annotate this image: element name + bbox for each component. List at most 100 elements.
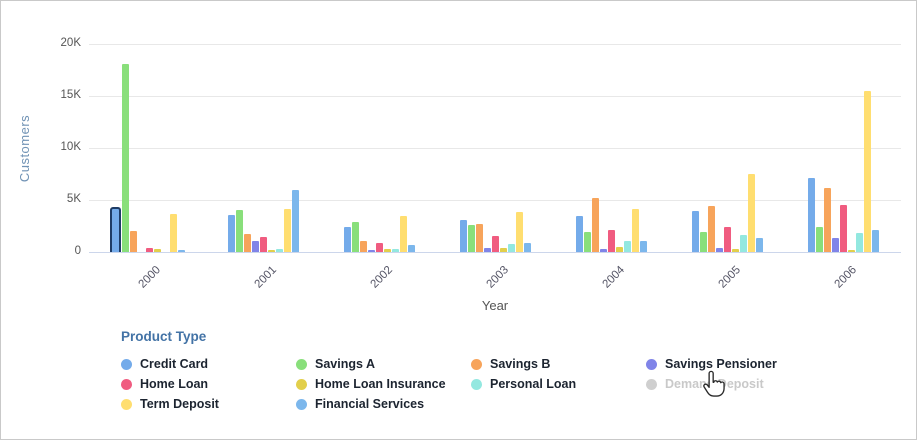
bar-personal-loan-2001[interactable]	[275, 249, 283, 252]
bar-savings-a-2001[interactable]	[235, 210, 243, 252]
legend-item-label: Financial Services	[315, 397, 425, 411]
mouse-cursor-icon	[703, 370, 725, 397]
bar-home-loan-insurance-2001[interactable]	[267, 250, 275, 252]
bar-group-2002	[321, 44, 437, 252]
bar-financial-services-2002[interactable]	[407, 245, 415, 252]
bar-savings-pensioner-2001[interactable]	[251, 241, 259, 252]
bar-savings-a-2004[interactable]	[583, 232, 591, 252]
bar-home-loan-insurance-2004[interactable]	[615, 247, 623, 252]
legend-title: Product Type	[121, 329, 207, 344]
legend-item-savings-a[interactable]: Savings A	[296, 354, 471, 374]
legend-swatch-personal-loan	[471, 378, 482, 390]
bar-term-deposit-2003[interactable]	[515, 212, 523, 252]
legend-item-term-deposit[interactable]: Term Deposit	[121, 394, 296, 414]
legend-item-savings-b[interactable]: Savings B	[471, 354, 646, 374]
bar-home-loan-2004[interactable]	[607, 230, 615, 252]
x-axis-line	[89, 252, 901, 253]
bar-credit-card-2005[interactable]	[691, 211, 699, 252]
bar-savings-b-2001[interactable]	[243, 234, 251, 252]
bar-credit-card-2001[interactable]	[227, 215, 235, 252]
bar-financial-services-2004[interactable]	[639, 241, 647, 252]
bar-savings-b-2003[interactable]	[475, 224, 483, 252]
bar-home-loan-2003[interactable]	[491, 236, 499, 252]
y-axis-tick-label: 20K	[60, 37, 81, 49]
bar-savings-pensioner-2006[interactable]	[831, 238, 839, 252]
legend-item-demand-deposit[interactable]: Demand Deposit	[646, 374, 831, 394]
bar-financial-services-2000[interactable]	[177, 250, 185, 252]
x-axis-tick-label: 2004	[600, 264, 628, 291]
bar-savings-b-2005[interactable]	[707, 206, 715, 252]
x-axis-tick-label: 2003	[484, 264, 512, 291]
bar-savings-a-2003[interactable]	[467, 225, 475, 252]
bar-term-deposit-2002[interactable]	[399, 216, 407, 252]
y-axis-title: Customers	[15, 44, 35, 252]
bar-savings-b-2004[interactable]	[591, 198, 599, 252]
bar-savings-a-2005[interactable]	[699, 232, 707, 252]
legend-item-personal-loan[interactable]: Personal Loan	[471, 374, 646, 394]
bar-personal-loan-2005[interactable]	[739, 235, 747, 252]
bar-home-loan-2006[interactable]	[839, 205, 847, 252]
bar-credit-card-2006[interactable]	[807, 178, 815, 252]
bar-personal-loan-2006[interactable]	[855, 233, 863, 252]
gridline	[89, 200, 901, 201]
bar-term-deposit-2001[interactable]	[283, 209, 291, 252]
y-axis-tick-label: 5K	[66, 193, 81, 205]
legend-swatch-financial-services	[296, 398, 307, 410]
x-axis-title: Year	[481, 298, 509, 313]
legend-item-credit-card[interactable]: Credit Card	[121, 354, 296, 374]
x-axis-tick-label: 2001	[252, 264, 280, 291]
bar-group-2003	[437, 44, 553, 252]
bar-home-loan-2002[interactable]	[375, 243, 383, 252]
bar-term-deposit-2000[interactable]	[169, 214, 177, 252]
bar-term-deposit-2006[interactable]	[863, 91, 871, 252]
legend-item-label: Home Loan	[140, 377, 209, 391]
bar-personal-loan-2002[interactable]	[391, 249, 399, 252]
bar-financial-services-2006[interactable]	[871, 230, 879, 252]
legend-item-label: Credit Card	[140, 357, 209, 371]
bar-home-loan-2001[interactable]	[259, 237, 267, 252]
bar-savings-pensioner-2002[interactable]	[367, 250, 375, 252]
y-axis-title-text: Customers	[17, 114, 33, 182]
legend-swatch-credit-card	[121, 358, 132, 370]
bar-savings-b-2006[interactable]	[823, 188, 831, 252]
bar-credit-card-2000[interactable]	[109, 207, 121, 252]
bar-financial-services-2003[interactable]	[523, 243, 531, 252]
bar-savings-b-2000[interactable]	[129, 231, 137, 252]
bar-credit-card-2002[interactable]	[343, 227, 351, 252]
bar-group-2006	[785, 44, 901, 252]
bar-group-2005	[669, 44, 785, 252]
bar-savings-a-2006[interactable]	[815, 227, 823, 252]
bar-home-loan-insurance-2000[interactable]	[153, 249, 161, 252]
legend-item-financial-services[interactable]: Financial Services	[296, 394, 471, 414]
legend-item-savings-pensioner[interactable]: Savings Pensioner	[646, 354, 831, 374]
bar-home-loan-2000[interactable]	[145, 248, 153, 252]
gridline	[89, 148, 901, 149]
x-axis-tick-label: 2002	[368, 264, 396, 291]
bar-credit-card-2004[interactable]	[575, 216, 583, 252]
bar-term-deposit-2004[interactable]	[631, 209, 639, 252]
gridline	[89, 96, 901, 97]
bar-home-loan-insurance-2005[interactable]	[731, 249, 739, 252]
legend-item-label: Savings A	[315, 357, 375, 371]
bar-credit-card-2003[interactable]	[459, 220, 467, 252]
bar-savings-b-2002[interactable]	[359, 241, 367, 252]
bar-term-deposit-2005[interactable]	[747, 174, 755, 252]
bar-group-2000	[89, 44, 205, 252]
bar-savings-a-2002[interactable]	[351, 222, 359, 252]
legend-item-home-loan[interactable]: Home Loan	[121, 374, 296, 394]
bar-home-loan-insurance-2006[interactable]	[847, 250, 855, 252]
bar-financial-services-2001[interactable]	[291, 190, 299, 252]
legend-item-home-loan-insurance[interactable]: Home Loan Insurance	[296, 374, 471, 394]
bar-savings-pensioner-2004[interactable]	[599, 249, 607, 252]
bar-savings-a-2000[interactable]	[121, 64, 129, 252]
bar-personal-loan-2004[interactable]	[623, 241, 631, 252]
bar-savings-pensioner-2005[interactable]	[715, 248, 723, 252]
bar-home-loan-2005[interactable]	[723, 227, 731, 252]
x-axis-tick-label: 2006	[832, 264, 860, 291]
bar-home-loan-insurance-2002[interactable]	[383, 249, 391, 252]
bar-personal-loan-2003[interactable]	[507, 244, 515, 252]
bar-home-loan-insurance-2003[interactable]	[499, 248, 507, 252]
bar-financial-services-2005[interactable]	[755, 238, 763, 252]
bar-savings-pensioner-2003[interactable]	[483, 248, 491, 252]
